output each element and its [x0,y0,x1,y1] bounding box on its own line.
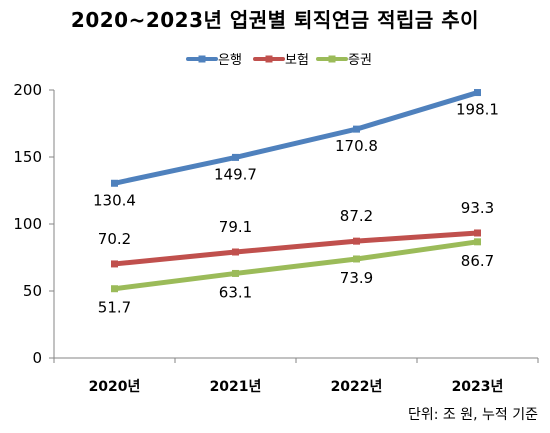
data-label: 130.4 [93,191,136,209]
x-tick-label: 2023년 [452,379,504,395]
legend-label: 은행 [218,52,242,68]
data-point [353,237,360,245]
y-tick-label: 50 [23,282,42,300]
legend-marker [328,55,336,63]
y-tick-label: 150 [13,148,42,166]
data-label: 86.7 [461,252,494,270]
chart-title: 2020~2023년 업권별 퇴직연금 적립금 추이 [70,8,480,32]
data-label: 170.8 [335,137,378,155]
y-tick-label: 0 [32,349,42,367]
series-line-은행 [112,90,480,186]
legend-label: 증권 [348,53,372,68]
data-label: 73.9 [340,269,373,287]
data-label: 149.7 [214,165,257,183]
data-point [474,229,481,237]
data-point [232,269,239,277]
data-point [353,125,360,133]
x-tick-label: 2020년 [89,379,141,395]
data-point [111,260,118,268]
y-tick-label: 100 [13,215,42,233]
unit-note: 단위: 조 원, 누적 기준 [407,407,538,423]
x-tick-label: 2022년 [331,379,383,395]
series-line-증권 [112,239,480,292]
legend-label: 보험 [285,53,309,68]
x-tick-label: 2021년 [210,379,262,395]
data-point [111,285,118,293]
series-line-보험 [112,230,480,267]
data-label: 93.3 [461,199,494,217]
data-point [111,179,118,187]
legend-marker [265,55,273,63]
data-point [353,255,360,263]
data-label: 51.7 [98,299,131,317]
data-point [232,153,239,161]
data-label: 87.2 [340,207,373,225]
data-point [474,238,481,246]
data-label: 70.2 [98,230,131,248]
data-label: 79.1 [219,218,252,236]
legend-marker [198,55,206,63]
data-label: 198.1 [456,101,499,119]
y-tick-label: 200 [13,81,42,99]
data-label: 63.1 [219,283,252,301]
data-point [232,248,239,256]
data-point [474,89,481,97]
